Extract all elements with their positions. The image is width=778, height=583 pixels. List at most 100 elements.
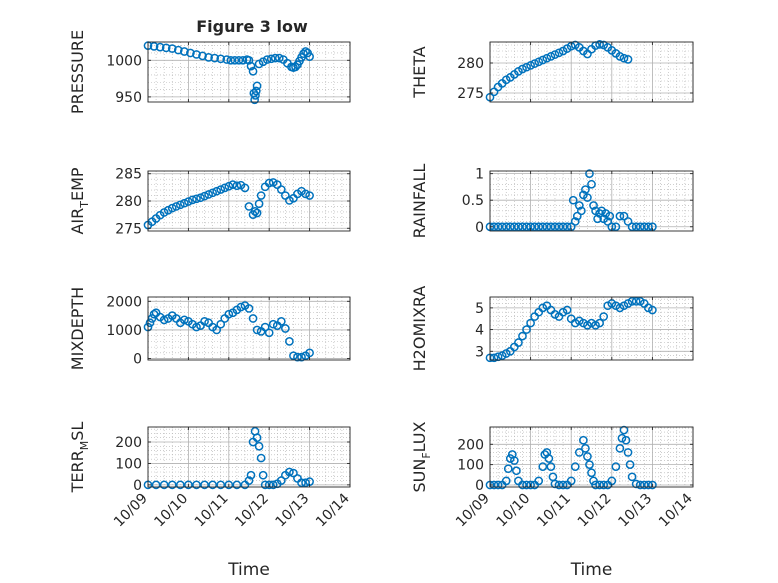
data-point (256, 453, 266, 463)
data-point (583, 452, 592, 461)
data-point (196, 193, 205, 203)
data-point (534, 57, 544, 67)
axes-frame (489, 296, 694, 361)
axes-frame (147, 296, 351, 361)
data-point (599, 312, 609, 321)
data-point (587, 179, 596, 189)
data-point (248, 314, 258, 323)
series-markers (485, 425, 657, 490)
y-tick-label: 0 (475, 220, 484, 236)
data-point (285, 337, 294, 346)
data-point (518, 222, 527, 232)
major-grid (147, 171, 351, 231)
data-point (216, 319, 226, 329)
data-point (503, 464, 513, 474)
data-point (546, 52, 556, 61)
data-point (264, 480, 274, 490)
data-point (631, 222, 641, 232)
data-point (522, 222, 531, 232)
subplot-h2omixra: 3 4 5 H2OMIXRA (410, 286, 694, 372)
data-point (254, 199, 264, 209)
data-point (186, 48, 195, 58)
data-point (268, 319, 278, 329)
data-point (562, 222, 572, 232)
data-point (635, 222, 645, 232)
data-point (234, 55, 244, 65)
y-tick-label: 5 (475, 301, 484, 317)
data-point (210, 53, 220, 63)
data-point (305, 191, 314, 200)
data-point (501, 222, 511, 232)
data-point (512, 466, 521, 476)
data-point (534, 476, 544, 486)
y-axis-label-main: SUN (410, 459, 429, 493)
data-point (274, 53, 284, 63)
data-point (228, 180, 238, 189)
data-point (244, 304, 254, 313)
subplot-mixdepth: 0 1000 2000 MIXDEPTH (68, 287, 351, 370)
data-point (224, 480, 234, 490)
data-point (514, 222, 523, 232)
y-tick-label: 200 (457, 437, 484, 453)
data-point (542, 53, 552, 63)
data-point (250, 207, 260, 216)
data-point (297, 352, 306, 362)
data-point (554, 48, 564, 58)
data-point (538, 222, 548, 232)
data-point (558, 480, 568, 490)
data-point (589, 201, 598, 210)
data-point (605, 211, 615, 221)
data-point (599, 480, 609, 490)
y-axis-label-main: H2OMIXRA (410, 286, 429, 372)
data-point (550, 50, 560, 59)
figure-title: Figure 3 low (196, 17, 308, 36)
tick-marks (489, 427, 694, 487)
data-point (200, 480, 209, 490)
tick-marks (489, 171, 694, 231)
data-point (639, 222, 649, 232)
y-tick-label: 100 (457, 458, 484, 474)
minor-grid (148, 427, 350, 487)
data-point (184, 480, 193, 490)
data-point (570, 462, 580, 472)
data-point (276, 316, 286, 326)
data-point (262, 55, 272, 64)
x-axis-label: Time (570, 560, 613, 580)
data-point (522, 480, 531, 490)
y-tick-label: 2000 (106, 294, 142, 310)
data-point (289, 351, 298, 361)
data-point (510, 456, 519, 465)
data-point (619, 425, 629, 435)
data-point (216, 54, 226, 64)
data-point (627, 222, 637, 232)
data-point (250, 95, 260, 105)
data-point (505, 222, 515, 232)
data-point (554, 480, 564, 490)
data-point (192, 50, 201, 59)
data-point (546, 462, 556, 472)
data-point (188, 195, 197, 205)
data-point (251, 86, 261, 96)
data-point (161, 43, 171, 53)
data-point (627, 472, 637, 482)
data-point (167, 480, 177, 490)
data-point (572, 211, 582, 221)
tick-marks (147, 427, 351, 487)
data-point (240, 183, 250, 193)
data-point (621, 435, 631, 445)
y-tick-label: 280 (115, 194, 142, 210)
data-point (256, 191, 266, 200)
data-point (204, 190, 213, 199)
y-tick-label: 0 (133, 478, 142, 494)
data-point (192, 480, 201, 490)
series-markers (143, 301, 314, 362)
y-axis-label: SUNFLUX (410, 421, 433, 492)
y-tick-label: 3 (475, 344, 484, 360)
data-point (615, 52, 625, 61)
data-point (236, 302, 246, 312)
y-axis-label-main: PRESSURE (68, 30, 87, 114)
data-point (305, 348, 314, 358)
data-point (643, 222, 653, 232)
data-point (639, 480, 649, 490)
data-point (192, 194, 201, 204)
